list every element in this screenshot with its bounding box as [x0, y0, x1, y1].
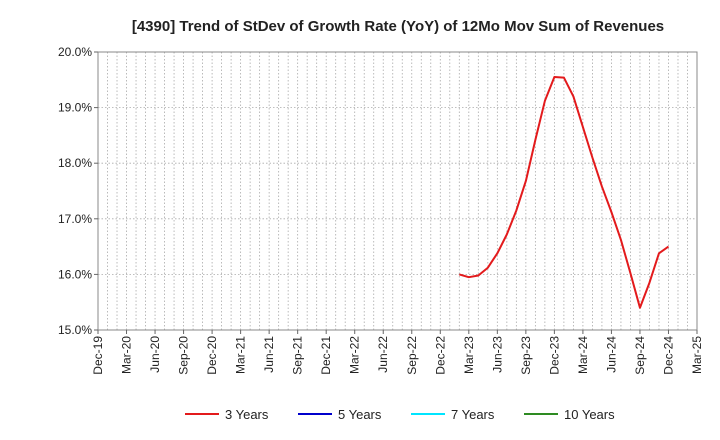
chart-title: [4390] Trend of StDev of Growth Rate (Yo… — [132, 18, 664, 35]
x-tick-label: Mar-23 — [462, 336, 476, 374]
x-tick-label: Sep-22 — [405, 336, 419, 375]
x-tick-label: Mar-24 — [576, 336, 590, 374]
x-tick-label: Mar-20 — [120, 336, 134, 374]
legend-item-7-years: 7 Years — [411, 407, 495, 422]
series-lines — [459, 76, 670, 309]
x-tick-label: Dec-24 — [661, 336, 675, 375]
legend-label: 3 Years — [225, 407, 269, 422]
legend-label: 5 Years — [338, 407, 382, 422]
y-tick-label: 19.0% — [58, 101, 92, 115]
x-tick-label: Jun-23 — [490, 336, 504, 373]
grid — [98, 52, 697, 330]
y-tick-label: 18.0% — [58, 156, 92, 170]
series-line-3-years — [459, 76, 670, 309]
legend: 3 Years 5 Years 7 Years 10 Years — [185, 407, 615, 422]
legend-label: 10 Years — [564, 407, 615, 422]
x-tick-label: Jun-21 — [262, 336, 276, 373]
y-tick-label: 17.0% — [58, 212, 92, 226]
x-tick-label: Dec-23 — [547, 336, 561, 375]
y-tick-label: 15.0% — [58, 323, 92, 337]
legend-item-3-years: 3 Years — [185, 407, 269, 422]
x-tick-label: Jun-22 — [376, 336, 390, 373]
x-tick-label: Sep-21 — [291, 336, 305, 375]
x-tick-label: Sep-24 — [633, 336, 647, 375]
x-tick-label: Mar-25 — [690, 336, 704, 374]
x-tick-label: Dec-19 — [91, 336, 105, 375]
x-tick-label: Mar-22 — [348, 336, 362, 374]
y-tick-label: 16.0% — [58, 267, 92, 281]
x-tick-label: Dec-22 — [433, 336, 447, 375]
legend-item-5-years: 5 Years — [298, 407, 382, 422]
x-tick-label: Jun-24 — [604, 336, 618, 373]
x-axis: Dec-19 Mar-20 Jun-20 Sep-20 Dec-20 Mar-21 Jun-… — [91, 330, 704, 375]
plot-area — [97, 51, 698, 331]
x-tick-label: Dec-21 — [319, 336, 333, 375]
x-tick-label: Sep-20 — [177, 336, 191, 375]
x-tick-label: Sep-23 — [519, 336, 533, 375]
y-axis: 15.0% 16.0% 17.0% 18.0% 19.0% 20.0% — [58, 45, 98, 337]
y-tick-label: 20.0% — [58, 45, 92, 59]
legend-label: 7 Years — [451, 407, 495, 422]
legend-item-10-years: 10 Years — [524, 407, 615, 422]
x-tick-label: Dec-20 — [205, 336, 219, 375]
x-tick-label: Mar-21 — [234, 336, 248, 374]
x-tick-label: Jun-20 — [148, 336, 162, 373]
